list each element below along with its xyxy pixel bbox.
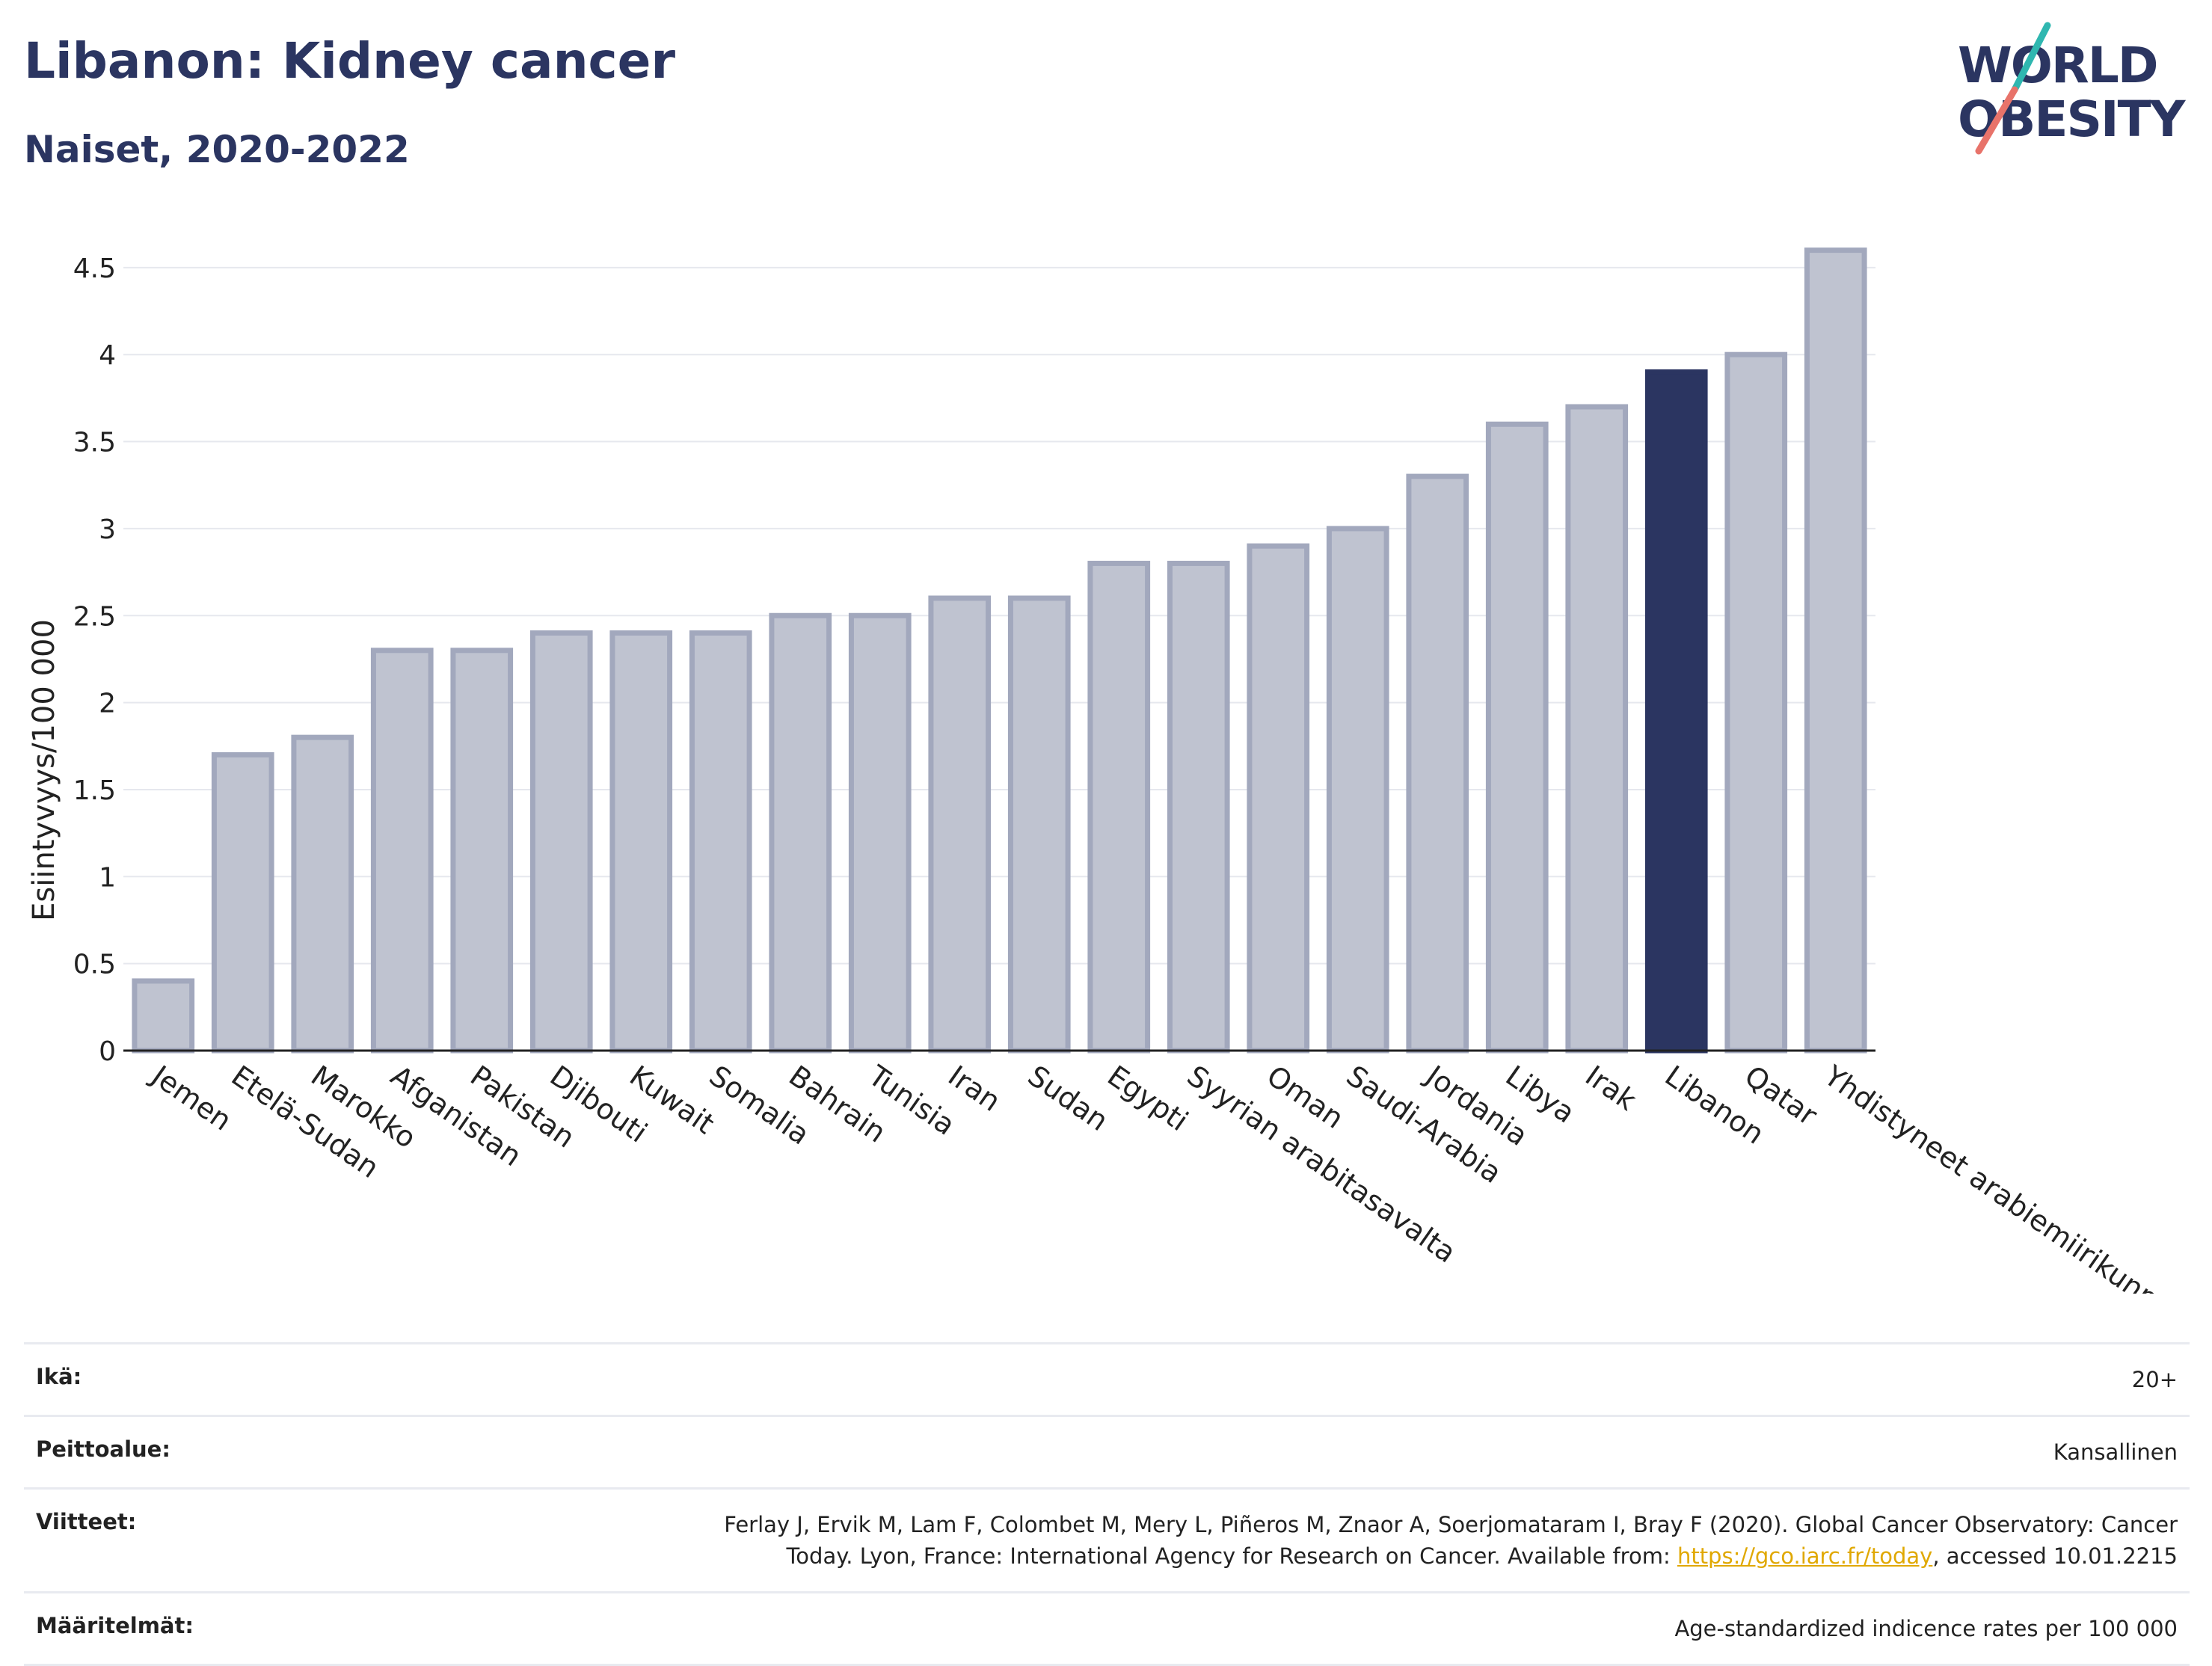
x-tick-label: Jemen [144, 1058, 237, 1137]
x-tick-labels: JemenEtelä-SudanMarokkoAfganistanPakista… [144, 1058, 2188, 1294]
definitions-label: Määritelmät: [36, 1613, 194, 1639]
y-tick-label: 4 [99, 340, 116, 371]
y-tick-label: 0.5 [73, 950, 116, 980]
bar-yhdistyneet-arabiemiirikunnat[interactable] [1804, 248, 1867, 1054]
y-tick-label: 0 [99, 1036, 116, 1067]
bar-iran[interactable] [928, 595, 992, 1054]
x-tick-label: Irak [1579, 1059, 1642, 1116]
bar-kuwait[interactable] [609, 630, 673, 1054]
y-tick-label: 3.5 [73, 428, 116, 458]
bar-libanon[interactable] [1644, 369, 1708, 1054]
bar-etelä-sudan[interactable] [211, 751, 274, 1054]
references-label: Viitteet: [36, 1509, 137, 1535]
references-text-1: Ferlay J, Ervik M, Lam F, Colombet M, Me… [724, 1512, 2178, 1538]
bar-libya[interactable] [1485, 421, 1549, 1054]
definitions-value: Age-standardized indicence rates per 100… [1674, 1616, 2178, 1642]
age-value: 20+ [2131, 1367, 2178, 1392]
bar-tunisia[interactable] [848, 612, 912, 1054]
x-tick-label: Sudan [1022, 1059, 1114, 1137]
bar-irak[interactable] [1565, 404, 1629, 1054]
bar-djibouti[interactable] [529, 630, 593, 1054]
world-obesity-logo: WORLD OBESITY [1958, 22, 2188, 155]
bar-jordania[interactable] [1406, 473, 1469, 1054]
info-row-definitions: Määritelmät: Age-standardized indicence … [24, 1591, 2190, 1666]
bar-egypti[interactable] [1087, 560, 1151, 1054]
coverage-value: Kansallinen [2053, 1439, 2178, 1466]
x-tick-label: Egypti [1102, 1059, 1194, 1137]
bar-pakistan[interactable] [450, 648, 514, 1054]
y-tick-label: 1 [99, 862, 116, 893]
bar-syyrian-arabitasavalta[interactable] [1167, 560, 1230, 1054]
info-row-coverage: Peittoalue: Kansallinen [24, 1415, 2190, 1487]
logo-line1: WORLD [1958, 37, 2157, 94]
y-tick-label: 4.5 [73, 253, 116, 284]
references-text-3: , accessed 10.01.2215 [1932, 1543, 2178, 1570]
bar-bahrain[interactable] [769, 612, 832, 1054]
bar-saudi-arabia[interactable] [1326, 526, 1389, 1054]
references-text-2: Today. Lyon, France: International Agenc… [786, 1543, 1671, 1570]
bar-oman[interactable] [1247, 543, 1310, 1054]
logo-line2: OBESITY [1958, 90, 2187, 148]
info-row-age: Ikä: 20+ [24, 1342, 2190, 1415]
y-axis-label: Esiintyvyys/100 000 [27, 619, 61, 921]
bar-jemen[interactable] [132, 978, 195, 1054]
bar-sudan[interactable] [1007, 595, 1071, 1054]
coverage-label: Peittoalue: [36, 1436, 170, 1463]
bar-chart: 0 0.5 1 1.5 2 2.5 3 3.5 4 4.5 JemenEtelä-SudanMar… [27, 248, 2188, 1294]
info-table: Ikä: 20+ Peittoalue: Kansallinen Viittee… [24, 1342, 2190, 1666]
references-value: Ferlay J, Ervik M, Lam F, Colombet M, Me… [724, 1509, 2178, 1572]
y-tick-label: 1.5 [73, 775, 116, 806]
bar-qatar[interactable] [1724, 351, 1788, 1054]
references-link[interactable]: https://gco.iarc.fr/today [1677, 1543, 1933, 1570]
bar-somalia[interactable] [689, 630, 752, 1054]
info-row-references: Viitteet: Ferlay J, Ervik M, Lam F, Colo… [24, 1487, 2190, 1591]
y-tick-label: 2.5 [73, 601, 116, 632]
chart-subtitle: Naiset, 2020-2022 [24, 128, 410, 171]
y-tick-label: 3 [99, 514, 116, 545]
bars [132, 248, 1867, 1054]
bar-marokko[interactable] [291, 734, 354, 1054]
y-tick-label: 2 [99, 689, 116, 719]
age-label: Ikä: [36, 1364, 82, 1389]
x-tick-label: Yhdistyneet arabiemiirikunnat [1818, 1059, 2188, 1294]
y-tick-labels: 0 0.5 1 1.5 2 2.5 3 3.5 4 4.5 [73, 253, 116, 1067]
bar-afganistan[interactable] [370, 648, 434, 1054]
chart-title: Libanon: Kidney cancer [24, 32, 675, 90]
